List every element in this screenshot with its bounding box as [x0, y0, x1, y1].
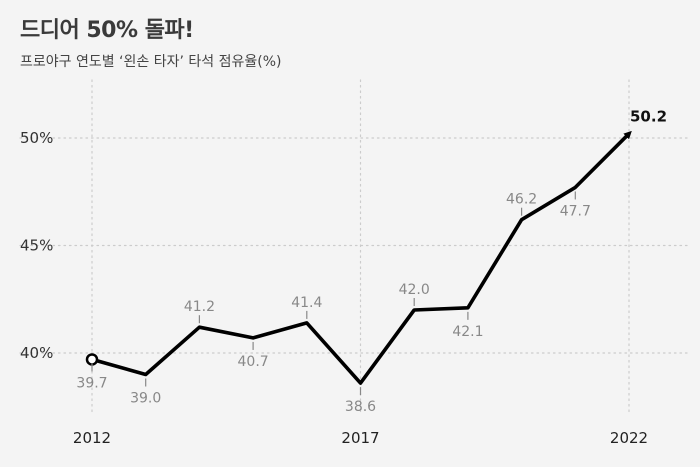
x-tick-label: 2017: [341, 429, 379, 447]
chart-title: 드디어 50% 돌파!: [20, 18, 194, 43]
data-label: 46.2: [506, 192, 537, 208]
series-line: [91, 130, 632, 385]
data-label: 38.6: [345, 399, 376, 415]
y-tick-label: 40%: [20, 344, 53, 362]
x-tick-label: 2012: [73, 429, 111, 447]
chart-subtitle: 프로야구 연도별 ‘왼손 타자’ 타석 점유율(%): [20, 54, 282, 70]
series-point-start: [85, 353, 99, 366]
y-tick-label: 50%: [20, 129, 53, 147]
data-label: 40.7: [238, 354, 269, 370]
data-label: 42.0: [399, 282, 430, 298]
data-label-layer: 39.7 39.0 41.2 40.7 41.4 38.6 42.0 42.1 46.2 47.7…: [76, 108, 667, 415]
axis-layer: 40% 45% 50% 2012 2017 2022: [20, 129, 648, 447]
x-tick-label: 2022: [610, 429, 648, 447]
grid-layer: [19, 79, 691, 416]
data-label: 39.7: [76, 375, 107, 391]
data-label: 41.4: [291, 295, 322, 311]
data-label: 42.1: [452, 324, 483, 340]
data-label: 50.2: [630, 108, 667, 126]
data-label: 41.2: [184, 299, 215, 315]
series-layer: [85, 130, 632, 385]
data-label: 47.7: [560, 203, 591, 219]
data-label: 39.0: [130, 391, 161, 407]
y-tick-label: 45%: [20, 237, 53, 255]
